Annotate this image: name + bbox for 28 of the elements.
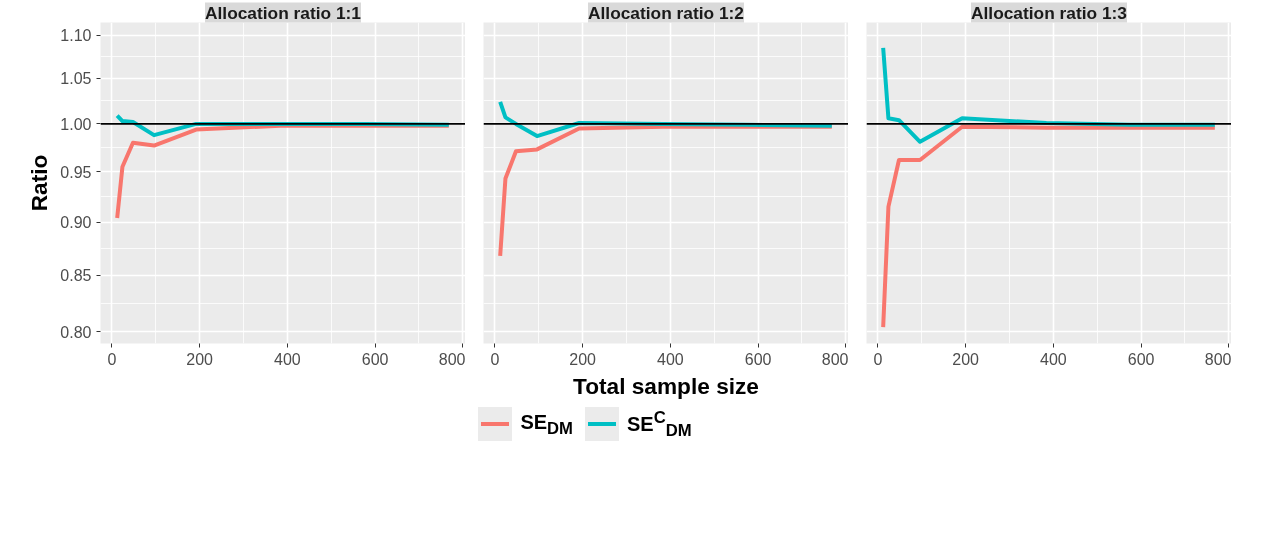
y-tick-label: 0.90 [60, 214, 92, 232]
y-tick-label: 0.85 [60, 267, 92, 285]
x-tick-label: 200 [952, 350, 980, 368]
chart-title: Allocation ratio 1:1 [205, 2, 362, 23]
y-tick-label: 1.10 [60, 27, 92, 45]
y-tick-label: 0.95 [60, 163, 92, 181]
x-tick-label: 0 [490, 350, 500, 368]
y-tick-label: 1.00 [60, 115, 92, 133]
y-axis-title: Ratio [26, 154, 53, 212]
y-tick-label: 0.80 [60, 323, 92, 341]
x-axis-title: Total sample size [573, 372, 759, 399]
x-tick-label: 600 [361, 350, 389, 368]
chart-title: Allocation ratio 1:3 [971, 2, 1128, 23]
x-tick-label: 200 [186, 350, 214, 368]
x-tick-label: 600 [1127, 350, 1155, 368]
x-tick-label: 600 [744, 350, 772, 368]
x-tick-label: 400 [657, 350, 684, 368]
x-tick-label: 400 [1040, 350, 1067, 368]
x-tick-label: 200 [569, 350, 597, 368]
x-tick-label: 800 [1204, 350, 1232, 368]
x-tick-label: 400 [274, 350, 301, 368]
x-tick-label: 0 [873, 350, 883, 368]
y-tick-label: 1.05 [60, 70, 92, 88]
legend-label: SE$_{DM}$ [520, 409, 573, 440]
x-tick-label: 800 [438, 350, 466, 368]
chart-title: Allocation ratio 1:2 [588, 2, 744, 23]
x-tick-label: 800 [821, 350, 849, 368]
x-tick-label: 0 [107, 350, 117, 368]
